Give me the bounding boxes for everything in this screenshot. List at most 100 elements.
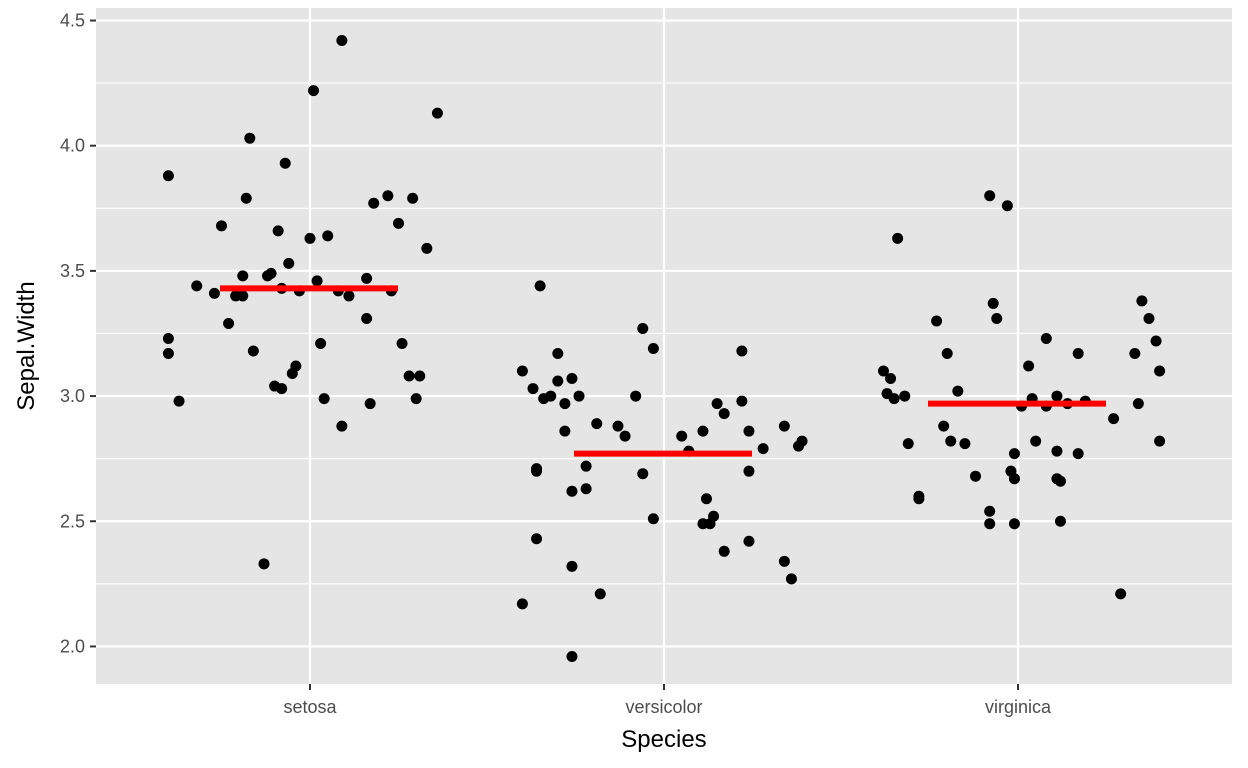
data-point-setosa	[318, 393, 330, 405]
data-point-versicolor	[580, 483, 592, 495]
y-axis-ticks: 2.0 2.5 3.0 3.5 4.0 4.5	[60, 11, 96, 656]
data-point-versicolor	[573, 390, 585, 402]
data-point-setosa	[162, 348, 174, 360]
y-tick-label: 4.0	[60, 136, 85, 156]
data-point-versicolor	[697, 425, 709, 437]
data-point-versicolor	[591, 418, 603, 430]
data-point-setosa	[237, 290, 249, 302]
data-point-versicolor	[619, 430, 631, 442]
y-axis-title: Sepal.Width	[13, 281, 40, 410]
mean-lines	[220, 285, 1106, 457]
data-point-versicolor	[637, 468, 649, 480]
data-point-versicolor	[545, 390, 557, 402]
data-point-virginica	[952, 385, 964, 397]
data-point-versicolor	[796, 435, 808, 447]
data-point-setosa	[272, 225, 284, 237]
data-point-setosa	[279, 157, 291, 169]
y-tick-label: 2.5	[60, 511, 85, 531]
data-point-versicolor	[757, 443, 769, 455]
data-point-virginica	[885, 373, 897, 385]
data-point-versicolor	[531, 465, 543, 477]
data-point-virginica	[938, 420, 950, 432]
data-point-setosa	[382, 190, 394, 202]
data-point-virginica	[1040, 332, 1052, 344]
data-point-versicolor	[516, 598, 528, 610]
data-point-setosa	[290, 360, 302, 372]
data-point-setosa	[336, 35, 348, 47]
data-point-versicolor	[711, 398, 723, 410]
data-point-setosa	[247, 345, 259, 357]
data-point-virginica	[1129, 348, 1141, 360]
data-point-versicolor	[552, 348, 564, 360]
data-point-versicolor	[647, 343, 659, 355]
data-point-versicolor	[778, 555, 790, 567]
data-point-setosa	[191, 280, 203, 292]
data-point-versicolor	[527, 383, 539, 395]
data-point-virginica	[1154, 435, 1166, 447]
x-tick-label-virginica: virginica	[985, 697, 1052, 717]
data-point-setosa	[414, 370, 426, 382]
data-point-setosa	[336, 420, 348, 432]
data-point-virginica	[899, 390, 911, 402]
data-point-versicolor	[531, 533, 543, 545]
data-point-setosa	[431, 107, 443, 119]
data-point-versicolor	[566, 485, 578, 497]
data-point-versicolor	[552, 375, 564, 387]
data-point-setosa	[208, 287, 220, 299]
data-point-virginica	[877, 365, 889, 377]
data-point-setosa	[283, 257, 295, 269]
data-point-setosa	[216, 220, 227, 232]
data-point-versicolor	[580, 460, 592, 472]
data-point-setosa	[407, 192, 419, 204]
data-point-virginica	[1072, 448, 1084, 460]
data-point-virginica	[1008, 448, 1020, 460]
y-tick-label: 3.0	[60, 386, 85, 406]
data-point-setosa	[311, 275, 323, 287]
data-point-setosa	[368, 197, 380, 209]
data-point-virginica	[1001, 200, 1013, 212]
data-point-setosa	[258, 558, 270, 570]
data-point-versicolor	[718, 408, 730, 420]
data-point-virginica	[1008, 518, 1020, 530]
data-point-setosa	[322, 230, 334, 242]
data-point-setosa	[237, 270, 249, 282]
x-tick-label-versicolor: versicolor	[625, 697, 702, 717]
data-point-virginica	[941, 348, 953, 360]
data-point-setosa	[162, 170, 174, 182]
data-point-versicolor	[566, 650, 578, 662]
data-point-versicolor	[516, 365, 528, 377]
data-point-setosa	[343, 290, 355, 302]
data-point-virginica	[1072, 348, 1084, 360]
data-point-versicolor	[785, 573, 797, 585]
data-point-virginica	[1051, 445, 1063, 457]
data-point-virginica	[991, 312, 1003, 324]
data-point-virginica	[987, 297, 999, 309]
data-point-virginica	[1054, 475, 1066, 487]
data-point-setosa	[223, 317, 235, 329]
data-point-versicolor	[630, 390, 642, 402]
data-point-virginica	[970, 470, 982, 482]
data-point-virginica	[984, 505, 996, 517]
data-point-versicolor	[534, 280, 546, 292]
data-point-virginica	[1143, 312, 1155, 324]
data-point-setosa	[240, 192, 252, 204]
data-point-setosa	[304, 232, 316, 244]
x-axis-title: Species	[621, 726, 706, 753]
data-point-virginica	[1154, 365, 1166, 377]
data-point-virginica	[888, 393, 900, 405]
data-point-versicolor	[676, 430, 688, 442]
data-point-setosa	[276, 383, 288, 395]
data-point-versicolor	[743, 465, 755, 477]
data-point-versicolor	[743, 425, 755, 437]
data-point-setosa	[361, 272, 373, 284]
data-point-virginica	[892, 232, 904, 244]
data-point-virginica	[902, 438, 914, 450]
data-point-versicolor	[637, 322, 649, 334]
y-tick-label: 4.5	[60, 11, 85, 31]
data-point-virginica	[1023, 360, 1035, 372]
data-point-versicolor	[559, 398, 571, 410]
data-point-virginica	[1136, 295, 1148, 307]
data-point-virginica	[1051, 390, 1063, 402]
data-point-setosa	[315, 337, 327, 349]
data-point-setosa	[393, 217, 404, 229]
